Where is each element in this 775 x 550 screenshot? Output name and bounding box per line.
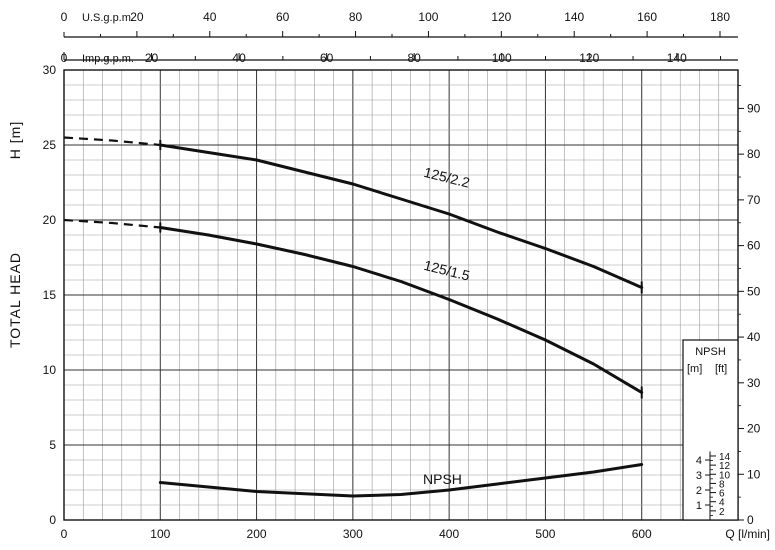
x-tick-label: 300 (343, 527, 363, 541)
y-tick-label: 5 (49, 438, 56, 452)
npsh-ft-tick-label: 14 (719, 452, 731, 463)
us-gpm-zero-label: 0 (61, 10, 68, 24)
npsh-ft-tick-label: 2 (719, 507, 725, 518)
imp-gpm-tick-label: 120 (579, 51, 599, 65)
npsh-ft-tick-label: 4 (719, 498, 725, 509)
ft-tick-label: 30 (747, 376, 761, 390)
npsh-ft-tick-label: 10 (719, 470, 731, 481)
us-gpm-axis-label: U.S.g.p.m. (82, 12, 134, 24)
y-tick-label: 0 (49, 513, 56, 527)
plot-frame (63, 69, 739, 521)
imp-gpm-tick-label: 40 (232, 51, 246, 65)
x-tick-label: 500 (535, 527, 555, 541)
us-gpm-tick-label: 140 (564, 10, 584, 24)
ft-tick-label: 0 (747, 513, 754, 527)
y-tick-label: 20 (43, 213, 57, 227)
imp-gpm-tick-label: 60 (320, 51, 334, 65)
y-tick-label: 15 (43, 288, 57, 302)
grid (63, 69, 739, 521)
ft-tick-label: 70 (747, 193, 761, 207)
ft-tick-label: 20 (747, 422, 761, 436)
ft-tick-label: 10 (747, 467, 761, 481)
series-npsh-label: NPSH (423, 471, 462, 487)
imp-gpm-tick-label: 140 (667, 51, 687, 65)
y-axis-unit: H [m] (7, 121, 23, 159)
imp-gpm-tick-label: 20 (145, 51, 159, 65)
npsh-m-tick-label: 3 (696, 470, 702, 482)
series-125-2-2-line (158, 143, 644, 289)
npsh-inset-title: NPSH (695, 346, 726, 358)
axis-labels: TOTAL HEAD H [m] Q [l/min] (7, 121, 770, 541)
imp-gpm-tick-label: 80 (407, 51, 421, 65)
us-gpm-tick-label: 60 (276, 10, 290, 24)
npsh-m-tick-label: 1 (696, 500, 702, 512)
y-tick-label: 30 (43, 63, 57, 77)
imp-gpm-tick-label: 100 (492, 51, 512, 65)
us-gpm-tick-label: 120 (491, 10, 511, 24)
y-tick-label: 25 (43, 138, 57, 152)
us-gpm-tick-label: 100 (418, 10, 438, 24)
x-tick-label: 200 (247, 527, 267, 541)
npsh-m-tick-label: 2 (696, 485, 702, 497)
ft-tick-label: 90 (747, 101, 761, 115)
series-npsh-line (158, 463, 644, 498)
us-gpm-tick-label: 40 (203, 10, 217, 24)
x-tick-label: 600 (632, 527, 652, 541)
x-tick-label: 100 (150, 527, 170, 541)
npsh-inset-ft-label: [ft] (715, 363, 727, 375)
x-axis-title: Q [l/min] (725, 527, 770, 541)
us-gpm-tick-label: 20 (130, 10, 144, 24)
ft-tick-label: 80 (747, 147, 761, 161)
ft-tick-label: 60 (747, 239, 761, 253)
npsh-ft-tick-label: 12 (719, 461, 731, 472)
npsh-inset-m-label: [m] (687, 363, 702, 375)
x-tick-label: 400 (439, 527, 459, 541)
x-tick-label: 0 (61, 527, 68, 541)
us-gpm-tick-label: 160 (637, 10, 657, 24)
us-gpm-tick-label: 180 (710, 10, 730, 24)
y-tick-label: 10 (43, 363, 57, 377)
series-125-2-2-dashed (63, 136, 161, 147)
ft-tick-label: 40 (747, 330, 761, 344)
npsh-m-tick-label: 4 (696, 455, 702, 467)
series-125-1-5-line (158, 226, 644, 394)
ft-tick-label: 50 (747, 284, 761, 298)
series-125-1-5-dashed (63, 218, 161, 229)
npsh-ft-tick-label: 6 (719, 489, 725, 500)
y-axis-title: TOTAL HEAD (7, 252, 23, 348)
npsh-ft-tick-label: 8 (719, 479, 725, 490)
us-gpm-tick-label: 80 (349, 10, 363, 24)
